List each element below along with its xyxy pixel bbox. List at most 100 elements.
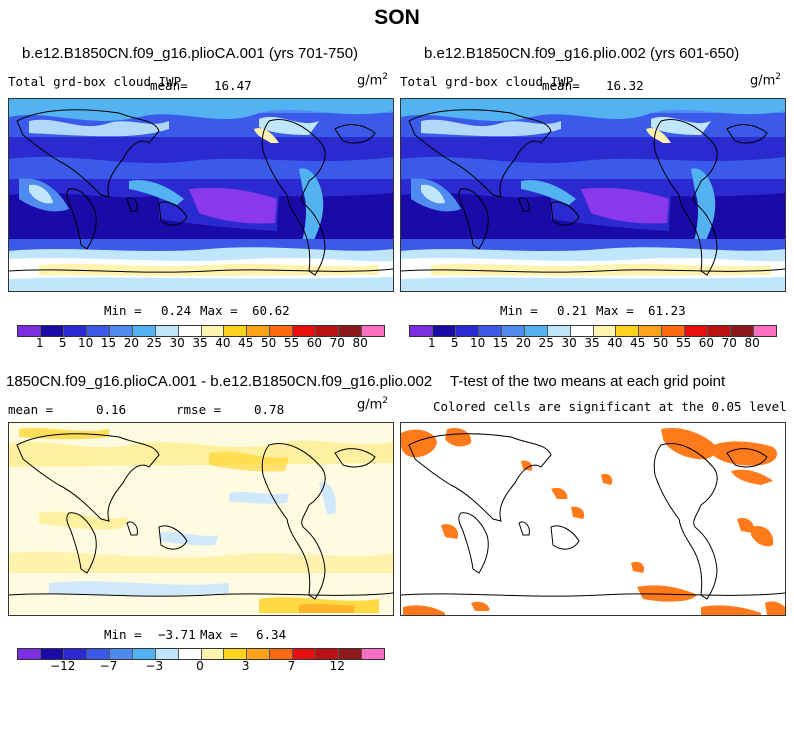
min-label-bottom-left: Min = <box>104 627 142 642</box>
mean-value-top-right: 16.32 <box>606 78 644 93</box>
max-label-top-left: Max = <box>200 303 238 318</box>
colorbar-swatch <box>478 326 502 336</box>
iwp-field-top-left <box>9 99 393 291</box>
colorbar-tick-label: 25 <box>146 336 162 350</box>
panel-title-bottom-left: 1850CN.f09_g16.plioCA.001 - b.e12.B1850C… <box>6 373 433 390</box>
panel-title-top-left: b.e12.B1850CN.f09_g16.plioCA.001 (yrs 70… <box>22 45 359 62</box>
colorbar-swatch <box>178 649 202 659</box>
colorbar-swatch <box>18 649 41 659</box>
colorbar-tick-label: 45 <box>630 336 646 350</box>
colorbar-tick-label: 1 <box>428 336 436 350</box>
colorbar-tick-label: 5 <box>450 336 459 350</box>
colorbar-tick-label: 3 <box>241 659 250 673</box>
colorbar-swatch <box>247 326 271 336</box>
colorbar-tick-label: 70 <box>721 336 737 350</box>
variable-label-top-left: Total grd-box cloud IWP <box>8 74 182 89</box>
panel-subtitle-bottom-right: Colored cells are significant at the 0.0… <box>433 399 787 414</box>
colorbar-swatch <box>40 649 64 659</box>
colorbar-swatch <box>270 649 294 659</box>
colorbar-swatch <box>132 649 156 659</box>
colorbar-swatch <box>616 326 640 336</box>
colorbar-ticks-top-right: 1 5 10 15 20 25 30 35 40 45 50 55 60 70 80 <box>409 336 775 352</box>
colorbar-swatch <box>109 326 133 336</box>
colorbar-tick-label: 80 <box>352 336 368 350</box>
colorbar-tick-label: 60 <box>698 336 715 350</box>
colorbar-swatch <box>524 326 548 336</box>
colorbar-tick-label: 55 <box>675 336 692 350</box>
rmse-label-bottom-left: rmse = <box>176 402 222 417</box>
colorbar-tick-label: 30 <box>169 336 185 350</box>
max-value-top-right: 61.23 <box>648 303 686 318</box>
colorbar-tick-label: 25 <box>538 336 554 350</box>
map-bottom-right <box>400 422 786 616</box>
colorbar-swatch <box>362 649 384 659</box>
colorbar-tick-label: 10 <box>77 336 94 350</box>
colorbar-swatch <box>731 326 755 336</box>
colorbar-tick-label: 15 <box>492 336 509 350</box>
units-bottom-left: g/m2 <box>357 396 389 413</box>
colorbar-swatch <box>547 326 571 336</box>
colorbar-swatch <box>639 326 663 336</box>
variable-label-top-right: Total grd-box cloud IWP <box>400 74 574 89</box>
colorbar-swatch <box>132 326 156 336</box>
colorbar-swatch <box>410 326 433 336</box>
colorbar-swatch <box>593 326 617 336</box>
mean-label-top-left: mean= <box>150 78 188 93</box>
colorbar-swatch <box>708 326 732 336</box>
colorbar-swatch <box>316 326 340 336</box>
colorbar-swatch <box>155 649 179 659</box>
colorbar-tick-label: 20 <box>123 336 140 350</box>
colorbar-swatch <box>247 649 271 659</box>
colorbar-tick-label: 1 <box>36 336 44 350</box>
colorbar-swatch <box>455 326 479 336</box>
colorbar-swatch <box>18 326 41 336</box>
colorbar-tick-label: 50 <box>260 336 277 350</box>
max-label-bottom-left: Max = <box>200 627 238 642</box>
colorbar-ticks-top-left: 1 5 10 15 20 25 30 35 40 45 50 55 60 70 80 <box>17 336 383 352</box>
colorbar-swatch <box>109 649 133 659</box>
panel-title-top-right: b.e12.B1850CN.f09_g16.plio.002 (yrs 601-… <box>424 45 740 62</box>
max-label-top-right: Max = <box>596 303 634 318</box>
colorbar-swatch <box>293 326 317 336</box>
ttest-field-bottom-right <box>401 423 785 615</box>
colorbar-tick-label: 20 <box>515 336 532 350</box>
colorbar-swatch <box>432 326 456 336</box>
map-top-right <box>400 98 786 292</box>
min-label-top-left: Min = <box>104 303 142 318</box>
colorbar-swatch <box>754 326 776 336</box>
colorbar-swatch <box>339 326 363 336</box>
units-top-right: g/m2 <box>750 72 782 89</box>
colorbar-tick-label: 40 <box>607 336 623 350</box>
colorbar-tick-label: 40 <box>215 336 231 350</box>
colorbar-swatch <box>224 649 248 659</box>
colorbar-swatch <box>224 326 248 336</box>
colorbar-swatch <box>201 649 225 659</box>
colorbar-tick-label: 35 <box>192 336 208 350</box>
colorbar-tick-label: −12 <box>50 659 76 673</box>
colorbar-tick-label: 80 <box>744 336 760 350</box>
colorbar-tick-label: 15 <box>100 336 117 350</box>
map-top-left <box>8 98 394 292</box>
mean-label-bottom-left: mean = <box>8 402 54 417</box>
mean-label-top-right: mean= <box>542 78 580 93</box>
colorbar-tick-label: 5 <box>58 336 67 350</box>
season-title: SON <box>374 6 420 29</box>
units-top-left: g/m2 <box>357 72 389 89</box>
colorbar-tick-label: 55 <box>283 336 300 350</box>
colorbar-swatch <box>178 326 202 336</box>
colorbar-swatch <box>685 326 709 336</box>
colorbar-swatch <box>339 649 363 659</box>
colorbar-tick-label: 0 <box>196 659 204 673</box>
colorbar-tick-label: 45 <box>238 336 254 350</box>
colorbar-tick-label: 70 <box>329 336 345 350</box>
min-value-top-right: 0.21 <box>557 303 588 318</box>
min-value-top-left: 0.24 <box>161 303 192 318</box>
min-value-bottom-left: −3.71 <box>158 627 196 642</box>
colorbar-swatch <box>40 326 64 336</box>
diff-field-bottom-left <box>9 423 393 615</box>
colorbar-swatch <box>86 326 110 336</box>
colorbar-swatch <box>201 326 225 336</box>
map-bottom-left <box>8 422 394 616</box>
colorbar-swatch <box>63 326 87 336</box>
colorbar-swatch <box>316 649 340 659</box>
